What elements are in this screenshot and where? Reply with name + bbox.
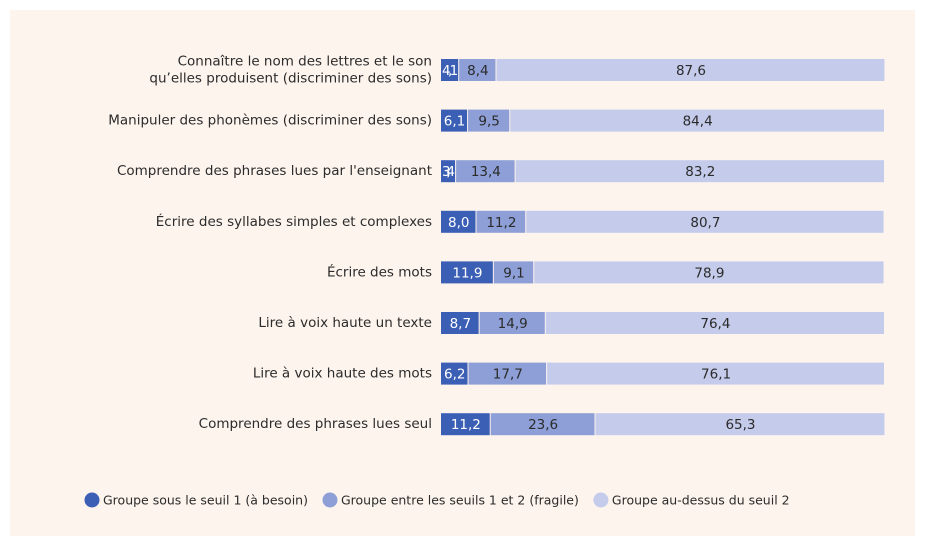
data-label: 11,9 <box>452 265 482 281</box>
data-label: 78,9 <box>694 265 724 281</box>
bar-segment <box>479 312 545 334</box>
legend-label: Groupe entre les seuils 1 et 2 (fragile) <box>341 493 579 508</box>
data-label: 8,0 <box>448 215 469 231</box>
bar-segment <box>441 109 468 132</box>
data-label: 76,4 <box>700 316 730 332</box>
data-label: 17,7 <box>493 367 523 383</box>
data-label: 14,9 <box>498 316 528 332</box>
bar-segment <box>441 413 490 436</box>
data-label: 23,6 <box>528 417 558 433</box>
bar-segment <box>545 312 884 334</box>
category-label: Comprendre des phrases lues par l'enseig… <box>117 163 432 179</box>
category-label: Lire à voix haute un texte <box>258 315 432 331</box>
data-label: 8,7 <box>450 316 471 332</box>
bar-segment <box>490 413 595 436</box>
bar-segment <box>441 160 456 183</box>
bar-segment <box>441 312 479 334</box>
data-label: 87,6 <box>676 63 706 79</box>
bar-segment <box>456 160 515 183</box>
data-label: 13,4 <box>471 164 501 180</box>
data-label: 80,7 <box>690 215 720 231</box>
bar-segment <box>441 210 476 233</box>
category-label: Comprendre des phrases lues seul <box>199 416 432 432</box>
data-label: 3,4 <box>442 164 455 180</box>
bar-segment <box>526 210 884 233</box>
bar-segment <box>496 59 885 81</box>
data-label: 4,1 <box>442 63 458 79</box>
category-label: Lire à voix haute des mots <box>253 366 432 382</box>
bar-segment <box>547 362 884 385</box>
data-label: 8,4 <box>467 63 488 79</box>
legend-label: Groupe au-dessus du seuil 2 <box>612 493 790 508</box>
category-label: qu’elles produisent (discriminer des son… <box>149 71 432 87</box>
data-label: 9,1 <box>503 265 524 281</box>
legend-label: Groupe sous le seuil 1 (à besoin) <box>103 493 308 508</box>
data-label: 83,2 <box>685 164 715 180</box>
data-label: 84,4 <box>683 114 713 130</box>
category-label: Écrire des mots <box>327 263 432 280</box>
bar-segment <box>493 261 534 284</box>
bar-segment <box>441 59 459 81</box>
bar-segment <box>534 261 884 284</box>
legend-swatch <box>322 492 338 508</box>
category-label: Manipuler des phonèmes (discriminer des … <box>108 113 432 129</box>
bar-segment <box>441 261 493 284</box>
data-label: 76,1 <box>701 367 731 383</box>
data-label: 6,2 <box>444 367 465 383</box>
bar-segment <box>441 362 468 385</box>
bar-segment <box>459 59 496 81</box>
data-label: 6,1 <box>444 114 465 130</box>
bar-segment <box>468 362 547 385</box>
bar-segment <box>595 413 885 436</box>
bar-segment <box>510 109 884 132</box>
bar-segment <box>476 210 526 233</box>
data-label: 9,5 <box>478 114 499 130</box>
bar-segment <box>515 160 884 183</box>
legend-swatch <box>84 492 100 508</box>
data-label: 11,2 <box>486 215 516 231</box>
data-label: 65,3 <box>725 417 755 433</box>
data-label: 11,2 <box>451 417 481 433</box>
bar-segment <box>468 109 510 132</box>
category-label: Connaître le nom des lettres et le son <box>178 54 432 70</box>
category-label: Écrire des syllabes simples et complexes <box>156 213 432 230</box>
legend-swatch <box>593 492 609 508</box>
